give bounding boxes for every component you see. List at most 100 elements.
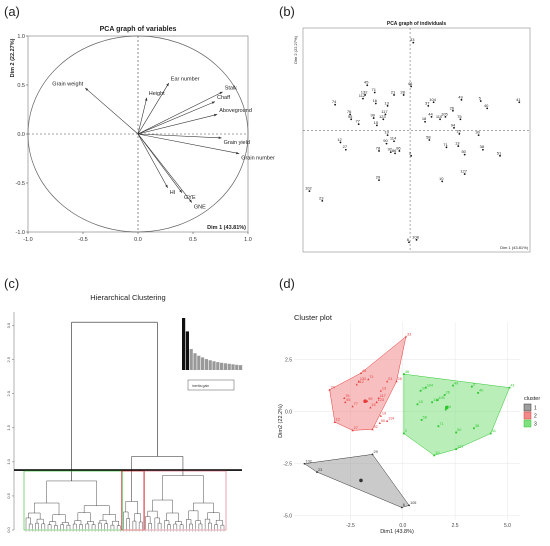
x-tick-label: 0.5 (189, 237, 197, 243)
y-tick-label: 0.0 (285, 409, 292, 415)
cluster-hull (403, 373, 510, 456)
cluster-point (379, 414, 382, 417)
variable-label: HI (170, 190, 176, 196)
hierarchical-clustering-chart: Hierarchical Clustering 0.0 0.5 1.0 1.5 2.0 2.… (6, 293, 243, 533)
cluster-point-label: 127 (457, 445, 463, 449)
individual-point (424, 120, 426, 123)
cluster-point-label: 99 (368, 397, 372, 401)
inertia-bar (197, 355, 201, 370)
individual-point (321, 199, 324, 202)
individual-point (382, 118, 385, 121)
individual-label: 55 (348, 114, 353, 119)
cluster-rectangle (23, 470, 123, 531)
cluster-point (344, 401, 347, 404)
individual-point (394, 152, 396, 155)
individual-label: 90 (383, 138, 388, 143)
cluster-point-label: 90 (381, 419, 385, 423)
individual-point (362, 97, 364, 100)
cluster-point (328, 388, 331, 391)
cluster-centroid (363, 399, 367, 404)
individual-label: 40 (484, 103, 489, 108)
inertia-bar (201, 357, 205, 370)
individual-label: 37 (425, 100, 430, 105)
individual-label: 127 (460, 169, 467, 174)
cluster-point-label: 92 (373, 425, 377, 429)
individual-point (499, 154, 501, 157)
cluster-point (489, 432, 492, 435)
variable-arrowhead (165, 184, 168, 188)
individual-label: 19 (384, 130, 389, 135)
pca-individuals-title: PCA graph of individuals (387, 21, 446, 27)
variable-arrowhead (211, 101, 215, 104)
variable-label: Chaff (217, 95, 231, 101)
individual-point (372, 117, 375, 119)
individual-point (398, 150, 401, 152)
individual-label: 46 (408, 81, 413, 86)
variable-arrow (85, 87, 139, 135)
cluster-point-label: 132 (360, 377, 366, 381)
cluster-point (424, 386, 427, 389)
y-tick-label: 3.0 (6, 322, 11, 328)
inertia-bar (223, 363, 227, 370)
individual-point (410, 85, 413, 88)
x-tick-label: 2.5 (452, 523, 459, 529)
individual-point (375, 124, 378, 127)
cluster-point (416, 403, 419, 406)
cluster-point-label: 15 (371, 403, 375, 407)
cluster-point (357, 380, 360, 383)
cluster-point-label: 71 (439, 422, 443, 426)
legend-label: 2 (534, 414, 537, 420)
cluster-point-label: 29 (373, 450, 377, 454)
inertia-bar (204, 359, 208, 370)
individual-point (441, 180, 444, 183)
inertia-bar (239, 365, 243, 370)
individual-point (479, 100, 482, 102)
cluster-point-label: 6 (403, 503, 405, 507)
cluster-point (436, 399, 439, 402)
y-tick-label: -0.5 (16, 181, 25, 187)
cluster-point (508, 386, 511, 389)
variable-arrow (137, 133, 222, 139)
dendrogram-title: Hierarchical Clustering (90, 293, 165, 302)
individual-label: 112 (359, 93, 366, 98)
cluster-point-label: 114 (388, 417, 394, 421)
cluster-centroid (359, 478, 363, 483)
cluster-point-label: 51 (492, 429, 496, 433)
variable-arrow (137, 133, 168, 189)
cluster-point (371, 428, 374, 431)
panel-c-label: (c) (4, 276, 20, 291)
individual-point (460, 98, 463, 101)
legend-title: cluster (524, 396, 540, 402)
individual-label: 2 (409, 150, 412, 155)
inertia-bar (185, 331, 189, 370)
individual-label: 6 (407, 237, 410, 242)
individual-point (453, 126, 455, 129)
individual-label: 5 (479, 96, 482, 101)
cluster-point-label: 94 (447, 405, 451, 409)
cluster-point (355, 383, 358, 386)
cluster-point-label: 28 (398, 377, 402, 381)
variable-arrow (137, 91, 223, 135)
individual-label: 33 (410, 37, 415, 42)
individual-label: 58 (426, 135, 431, 140)
individual-point (445, 146, 448, 149)
variable-arrowhead (219, 91, 223, 95)
variable-arrowhead (214, 113, 218, 117)
individual-point (350, 118, 353, 121)
pca-variables-title: PCA graph of variables (100, 26, 177, 33)
cluster-point-label: 40 (479, 389, 483, 393)
variable-arrow (137, 97, 148, 135)
cluster-point (404, 335, 408, 338)
individual-label: 78 (376, 145, 381, 150)
individual-point (459, 118, 462, 121)
cluster-point (455, 431, 458, 434)
y-tick-label: 1.0 (6, 458, 11, 464)
cluster-point (408, 504, 410, 507)
cluster-point (303, 462, 306, 465)
cluster-point (378, 421, 381, 424)
cluster-point (433, 454, 436, 457)
individual-label: 117 (381, 109, 388, 114)
cluster-point-label: 19 (382, 411, 386, 415)
variable-arrow (137, 133, 193, 203)
